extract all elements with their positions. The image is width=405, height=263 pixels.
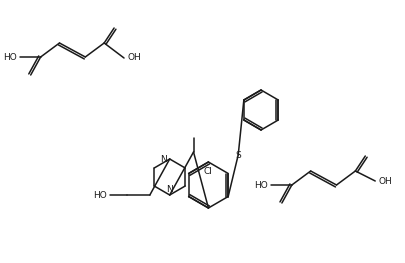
Text: HO: HO	[254, 180, 267, 190]
Text: N: N	[160, 154, 166, 164]
Text: OH: OH	[127, 53, 141, 63]
Text: HO: HO	[93, 190, 107, 200]
Text: OH: OH	[377, 176, 391, 185]
Text: S: S	[235, 150, 241, 159]
Text: Cl: Cl	[203, 168, 212, 176]
Text: HO: HO	[3, 53, 17, 62]
Text: N: N	[166, 185, 173, 194]
